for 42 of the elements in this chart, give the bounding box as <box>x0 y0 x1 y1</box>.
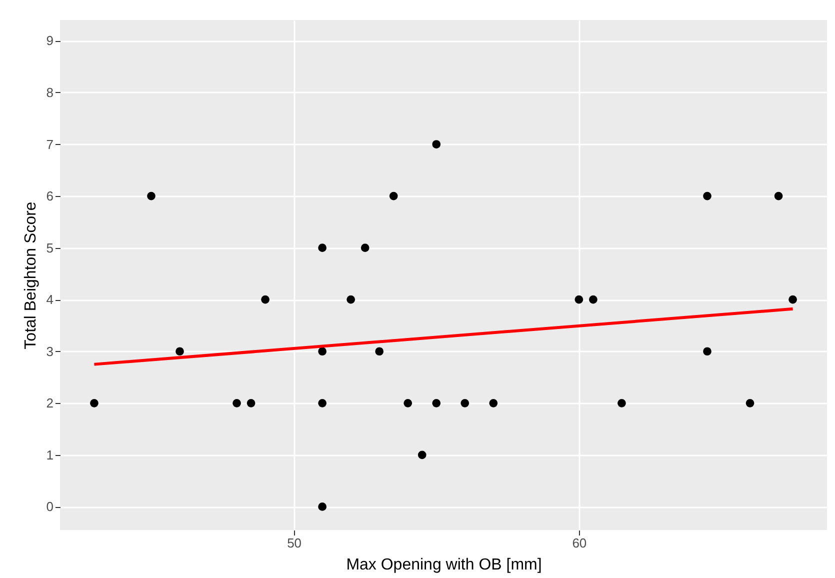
point <box>360 244 370 252</box>
y-tick-label: 3 <box>46 344 54 359</box>
x-tick-label: 60 <box>572 536 587 550</box>
point <box>418 450 426 460</box>
point <box>432 140 441 148</box>
point <box>788 295 797 304</box>
point <box>346 295 356 304</box>
point <box>746 398 754 408</box>
point <box>318 347 327 356</box>
y-tick-label: 6 <box>46 188 54 204</box>
y-tick-label: 7 <box>46 136 54 152</box>
point <box>90 398 98 408</box>
point <box>318 398 327 408</box>
point <box>703 192 712 200</box>
y-tick-label: 5 <box>46 240 54 256</box>
y-tick-label: 0 <box>46 499 54 514</box>
y-tick-label: 8 <box>46 84 54 100</box>
point <box>176 347 184 356</box>
point <box>574 295 584 304</box>
point <box>261 295 270 304</box>
point <box>318 502 327 511</box>
point <box>375 347 384 356</box>
point <box>147 192 156 200</box>
y-tick-label: 9 <box>46 33 54 48</box>
y-tick-label: 1 <box>46 447 54 462</box>
y-tick-label: 2 <box>46 396 54 411</box>
point <box>703 347 712 356</box>
point <box>404 398 412 408</box>
point <box>618 398 626 408</box>
y-axis-title: Total Beighton Score <box>22 202 40 350</box>
x-tick-label: 50 <box>287 536 302 550</box>
point <box>246 398 256 408</box>
y-tick-label: 4 <box>46 292 54 308</box>
point <box>432 398 441 408</box>
point <box>489 398 498 408</box>
point <box>589 295 598 304</box>
point <box>389 192 398 200</box>
point <box>318 244 327 252</box>
point <box>460 398 470 408</box>
point <box>774 192 783 200</box>
point <box>232 398 241 408</box>
x-axis-title: Max Opening with OB [mm] <box>346 556 542 574</box>
